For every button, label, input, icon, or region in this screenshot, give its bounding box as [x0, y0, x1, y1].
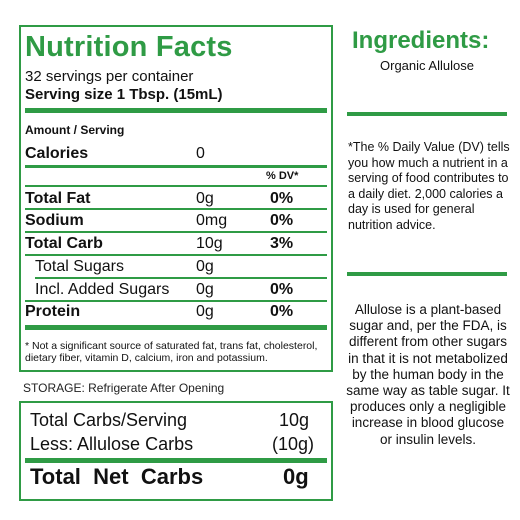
ingredients-text: Organic Allulose: [380, 58, 474, 73]
divider: [25, 231, 327, 233]
right-divider: [347, 272, 507, 276]
net-carbs-row-label: Total Carbs/Serving: [30, 410, 188, 430]
footnote: * Not a significant source of saturated …: [25, 340, 318, 364]
dv-header: % DV*: [266, 170, 299, 182]
nutrient-label: Total Sugars: [35, 258, 124, 275]
divider: [25, 208, 327, 210]
divider: [25, 254, 327, 256]
net-carbs-row-value: (10g): [272, 434, 315, 454]
total-net-carbs-value: 0g: [283, 464, 309, 489]
amount-per-serving: Amount / Serving: [25, 123, 125, 137]
nutrient-amount: 0g: [196, 303, 214, 320]
net-carbs-row-label: Less: Allulose Carbs: [30, 434, 194, 454]
thick-divider: [25, 458, 327, 463]
net-carbs-row-value: 10g: [279, 410, 310, 430]
nutrient-dv: 0%: [270, 212, 294, 229]
nutrition-facts-title: Nutrition Facts: [25, 31, 233, 63]
nutrient-dv: 3%: [270, 235, 294, 252]
nutrient-amount: 0g: [196, 281, 214, 298]
nutrient-amount: 0g: [196, 190, 214, 207]
nutrient-label: Total Carb: [25, 235, 103, 252]
nutrient-amount: 0g: [196, 258, 214, 275]
allulose-note: Allulose is a plant-based sugar and, per…: [346, 302, 510, 447]
divider: [25, 185, 327, 187]
net-carbs-panel: [19, 401, 333, 501]
storage-note: STORAGE: Refrigerate After Opening: [23, 381, 225, 395]
nutrient-label: Incl. Added Sugars: [35, 281, 170, 298]
ingredients-title: Ingredients:: [352, 27, 490, 54]
divider: [35, 277, 327, 279]
serving-size: Serving size 1 Tbsp. (15mL): [25, 86, 223, 103]
nutrient-label: Sodium: [25, 212, 84, 229]
thick-divider: [25, 108, 327, 113]
nutrient-dv: 0%: [270, 190, 294, 207]
total-net-carbs-label: Total Net Carbs: [30, 464, 204, 489]
calories-value: 0: [196, 145, 205, 162]
nutrient-label: Total Fat: [25, 190, 91, 207]
nutrient-amount: 0mg: [196, 212, 228, 229]
divider: [25, 300, 327, 302]
nutrient-dv: 0%: [270, 281, 294, 298]
servings-per-container: 32 servings per container: [25, 68, 194, 85]
nutrient-dv: 0%: [270, 303, 294, 320]
nutrient-amount: 10g: [196, 235, 223, 252]
right-divider: [347, 112, 507, 116]
nutrition-facts-panel: [19, 25, 333, 372]
divider: [25, 165, 327, 168]
thick-divider: [25, 325, 327, 330]
calories-label: Calories: [25, 145, 89, 162]
nutrient-label: Protein: [25, 303, 81, 320]
daily-value-note: *The % Daily Value (DV) tells you how mu…: [348, 140, 510, 232]
